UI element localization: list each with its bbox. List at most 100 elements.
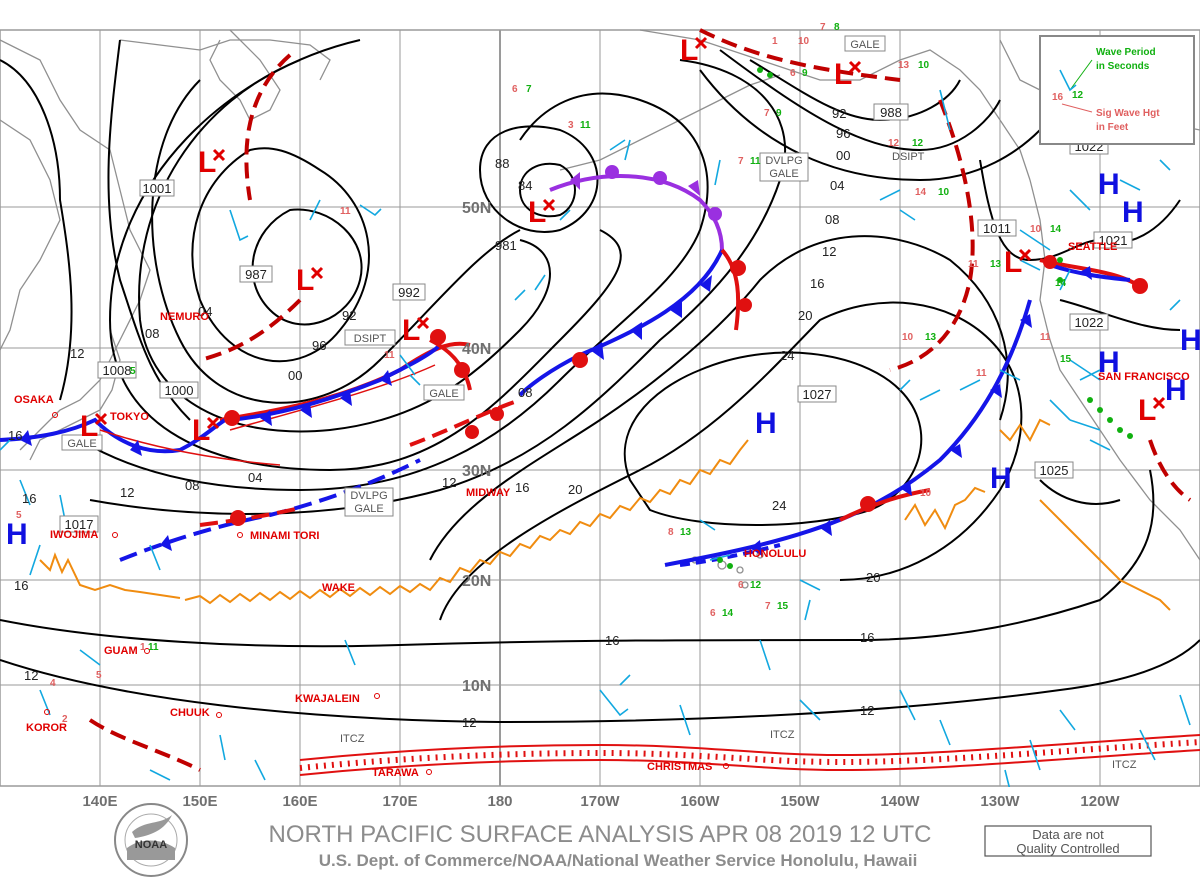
gale-label: GALE [67, 438, 96, 450]
low-center: L [528, 196, 546, 229]
isobar-label: 1021 [1099, 233, 1128, 248]
isobar-label: 12 [822, 244, 836, 259]
lon-label: 160W [680, 793, 720, 810]
isobar-label: 1027 [803, 387, 832, 402]
legend: Wave Period in Seconds 16 12 Sig Wave Hg… [1039, 35, 1195, 145]
wave-period-extra-7: 5 [130, 366, 136, 377]
gale-label: GALE [850, 39, 879, 51]
station-guam: GUAM [104, 645, 138, 657]
wave-dots [717, 67, 1133, 569]
station-iwojima: IWOJIMA [50, 529, 98, 541]
isobar-label: 16 [515, 480, 529, 495]
isobar-label: 04 [198, 304, 212, 319]
occluded-front [549, 174, 724, 251]
wave-height: 3 [568, 120, 574, 131]
station-san-francisco: SAN FRANCISCO [1098, 371, 1190, 383]
isobar-label: 1008 [103, 363, 132, 378]
itcz-bands [299, 734, 1200, 776]
isobar-label: 12 [442, 475, 456, 490]
wave-height-extra-4: 10 [1030, 224, 1042, 235]
wave-period: 13 [925, 332, 937, 343]
wave-height-extra-2: 10 [920, 488, 932, 499]
wave-height: 7 [738, 156, 744, 167]
wave-height-extra: 11 [340, 206, 351, 217]
station-wake: WAKE [322, 582, 355, 594]
isobar-label: 987 [245, 267, 267, 282]
station-midway: MIDWAY [466, 487, 511, 499]
low-center: L [1004, 246, 1022, 279]
disclaimer-line-1: Data are not [1032, 827, 1104, 842]
coastlines [0, 29, 1200, 589]
station-honolulu: HONOLULU [744, 548, 806, 560]
map-subtitle: U.S. Dept. of Commerce/NOAA/National Wea… [319, 851, 918, 870]
isobar-label: 16 [8, 428, 22, 443]
high-center: H [990, 462, 1012, 495]
wave-height-extra-6: 11 [1040, 332, 1051, 343]
isobar-label: 12 [120, 485, 134, 500]
isobar-label: 12 [860, 703, 874, 718]
dvlpg-gale-label-3: DVLPG [765, 155, 802, 167]
wave-height: 7 [765, 601, 771, 612]
wave-height: 6 [710, 608, 716, 619]
lon-label: 180 [487, 793, 512, 810]
wave-period: 13 [990, 259, 1002, 270]
legend-sample-period: 12 [1072, 90, 1084, 101]
stations: OSAKA TOKYO NEMURO WAKE MIDWAY MINAMI TO… [14, 241, 1190, 779]
dsipt-label: DSIPT [354, 333, 387, 345]
station-tokyo: TOKYO [110, 411, 149, 423]
wave-period: 15 [777, 601, 789, 612]
isobar-label: 08 [825, 212, 839, 227]
disclaimer-line-2: Quality Controlled [1016, 841, 1119, 856]
wave-height: 6 [738, 580, 744, 591]
wave-height: 12 [888, 138, 900, 149]
itcz-label: ITCZ [340, 733, 365, 745]
wave-period: 11 [750, 156, 761, 167]
wave-height: 5 [16, 510, 22, 521]
wave-period: 7 [526, 84, 532, 95]
isobar-label: 88 [495, 156, 509, 171]
isobar-label: 1022 [1075, 315, 1104, 330]
low-center: L [1138, 394, 1156, 427]
wave-period-extra-5: 14 [1055, 278, 1067, 289]
low-center: L [80, 410, 98, 443]
dvlpg-gale-label-2: GALE [354, 503, 383, 515]
ridges [39, 418, 1171, 611]
cold-front-seattle [1049, 263, 1131, 282]
isobar-label: 12 [70, 346, 84, 361]
high-center: H [755, 407, 777, 440]
lon-label: 170E [382, 793, 417, 810]
wave-height: 1 [140, 642, 146, 653]
wave-height: 11 [968, 259, 979, 270]
asia-coast [0, 39, 151, 451]
wave-period: 9 [776, 108, 782, 119]
low-center: L [834, 58, 852, 91]
low-pressure-centers: L L L L L L L L L L [80, 34, 1156, 447]
lat-label: 20N [462, 573, 491, 590]
isobar-label: 16 [810, 276, 824, 291]
lon-label: 130W [980, 793, 1020, 810]
station-christmas: CHRISTMAS [647, 761, 712, 773]
isobar-label: 20 [568, 482, 582, 497]
dvlpg-gale-label: DVLPG [350, 490, 387, 502]
isobar-label: 12 [462, 715, 476, 730]
low-x-marks [94, 36, 1166, 430]
isobar-label: 00 [836, 148, 850, 163]
wave-period: 11 [580, 120, 591, 131]
legend-sample-height: 16 [1052, 92, 1064, 103]
warm-front-arrow [99, 429, 281, 466]
latitude-labels: 50N 40N 30N 20N 10N [462, 200, 491, 695]
isobar-label: 16 [605, 633, 619, 648]
isobar-label: 92 [342, 308, 356, 323]
isobar-label: 1001 [143, 181, 172, 196]
wave-height: 1 [772, 36, 778, 47]
station-seattle: SEATTLE [1068, 241, 1117, 253]
wave-height: 2 [62, 714, 68, 725]
asia-inner [0, 119, 61, 351]
legend-period-2: in Seconds [1096, 61, 1150, 72]
wave-period: 12 [912, 138, 924, 149]
lon-label: 120W [1080, 793, 1120, 810]
wave-height: 7 [764, 108, 770, 119]
